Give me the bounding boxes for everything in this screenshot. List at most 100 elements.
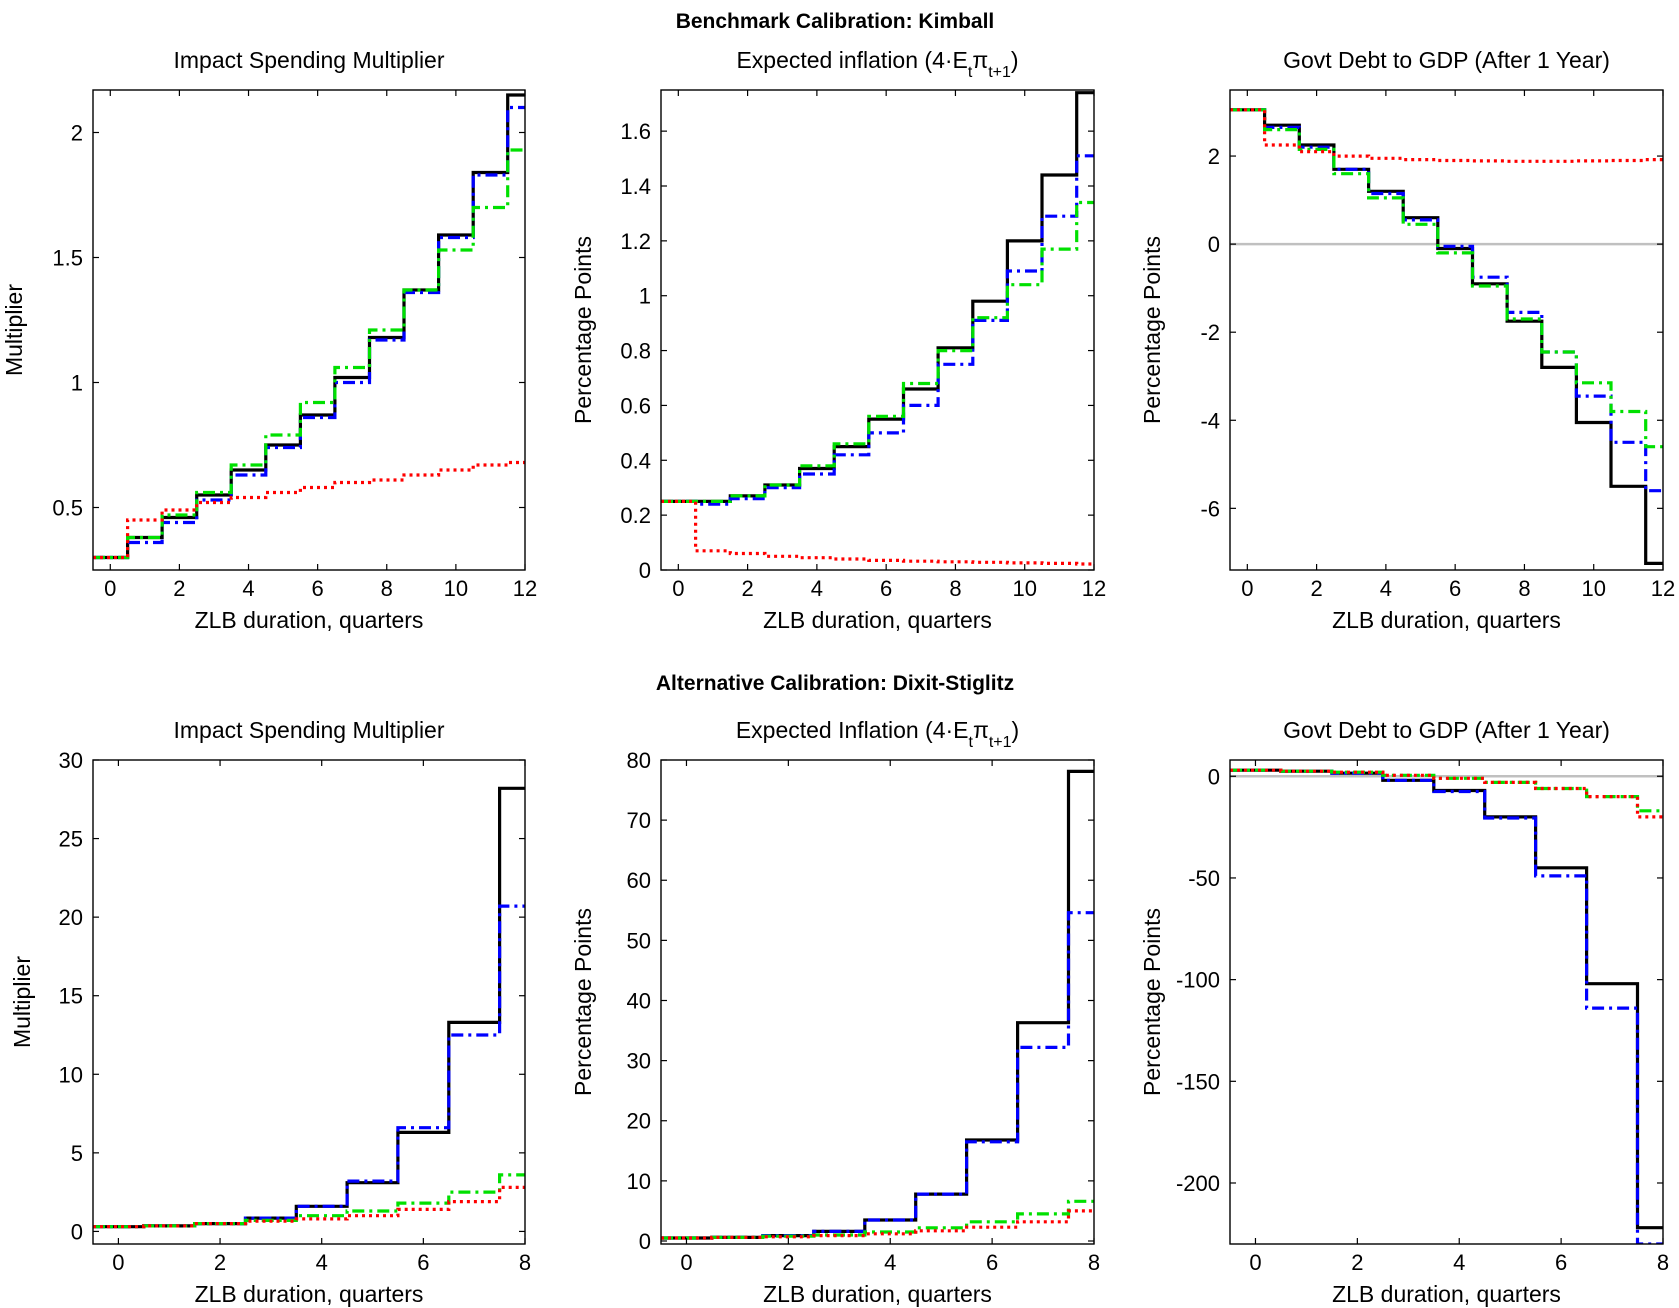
series-line <box>661 911 1094 1240</box>
x-tick-label: 2 <box>1310 576 1322 601</box>
series-line <box>661 1209 1094 1240</box>
y-tick-label: 15 <box>59 984 83 1009</box>
y-tick-label: 1.2 <box>620 229 651 254</box>
x-tick-label: 4 <box>884 1250 896 1275</box>
x-axis-label: ZLB duration, quarters <box>763 607 992 633</box>
series-line <box>1230 108 1663 565</box>
x-tick-label: 0 <box>680 1250 692 1275</box>
y-tick-label: -50 <box>1188 866 1220 891</box>
chart-title: Expected Inflation (4·Etπt+1) <box>736 717 1019 751</box>
chart-title: Govt Debt to GDP (After 1 Year) <box>1283 47 1610 73</box>
x-tick-label: 0 <box>104 576 116 601</box>
y-axis-label: Percentage Points <box>1139 236 1165 424</box>
x-tick-label: 4 <box>1380 576 1392 601</box>
y-tick-label: 0.2 <box>620 503 651 528</box>
y-tick-label: 0.8 <box>620 339 651 364</box>
y-tick-label: 0 <box>639 558 651 583</box>
y-tick-label: 30 <box>627 1049 651 1074</box>
x-tick-label: 6 <box>417 1250 429 1275</box>
y-tick-label: 0 <box>639 1229 651 1254</box>
y-tick-label: 0 <box>1208 232 1220 257</box>
y-tick-label: -4 <box>1200 408 1220 433</box>
series-group <box>661 769 1094 1240</box>
chart-title: Impact Spending Multiplier <box>173 717 444 743</box>
y-tick-label: -6 <box>1200 496 1220 521</box>
series-line <box>661 154 1094 506</box>
y-axis-label: Multiplier <box>9 956 35 1048</box>
x-tick-label: 12 <box>1082 576 1106 601</box>
x-tick-label: 6 <box>986 1250 998 1275</box>
x-tick-label: 6 <box>1449 576 1461 601</box>
y-tick-label: -2 <box>1200 320 1220 345</box>
series-line <box>1230 108 1663 449</box>
y-tick-label: 2 <box>71 121 83 146</box>
y-tick-label: -150 <box>1176 1069 1220 1094</box>
x-tick-label: 12 <box>1651 576 1675 601</box>
series-line <box>1230 768 1663 1230</box>
series-line <box>93 148 525 560</box>
y-tick-label: 0.5 <box>52 496 83 521</box>
chart-panel: 0 2 4 6 8 10 12 0.5 1 1.5 2 Impact Spending Multipl… <box>1 47 537 633</box>
series-group <box>661 91 1094 566</box>
y-tick-label: 1.6 <box>620 119 651 144</box>
series-line <box>1230 768 1663 1244</box>
x-tick-label: 8 <box>381 576 393 601</box>
x-tick-label: 2 <box>782 1250 794 1275</box>
x-axis-label: ZLB duration, quarters <box>763 1281 992 1307</box>
y-tick-label: 1 <box>71 371 83 396</box>
plot-frame <box>1229 759 1664 1245</box>
y-tick-label: 1 <box>639 284 651 309</box>
series-line <box>93 460 525 560</box>
y-tick-label: 2 <box>1208 144 1220 169</box>
x-tick-label: 4 <box>1453 1250 1465 1275</box>
y-tick-label: 1.5 <box>52 246 83 271</box>
y-tick-label: 10 <box>627 1169 651 1194</box>
plot-frame <box>660 759 1095 1245</box>
y-axis-label: Multiplier <box>1 284 27 376</box>
x-tick-label: 0 <box>672 576 684 601</box>
series-line <box>1230 768 1663 813</box>
series-line <box>661 499 1094 566</box>
x-axis-label: ZLB duration, quarters <box>195 607 424 633</box>
series-line <box>93 105 525 560</box>
series-line <box>1230 108 1663 163</box>
x-tick-label: 8 <box>949 576 961 601</box>
y-tick-label: 0 <box>1208 764 1220 789</box>
x-tick-label: 0 <box>1249 1250 1261 1275</box>
x-tick-label: 4 <box>316 1250 328 1275</box>
series-line <box>93 786 525 1229</box>
chart-panel: 0 2 4 6 8 -200 -150 -100 -50 0 Govt Debt to GDP (A… <box>1139 717 1669 1307</box>
y-tick-label: 0.6 <box>620 393 651 418</box>
x-tick-label: 6 <box>312 576 324 601</box>
x-tick-label: 10 <box>1012 576 1036 601</box>
plot-frame <box>92 759 526 1245</box>
section-title-benchmark: Benchmark Calibration: Kimball <box>676 10 995 33</box>
y-tick-label: 5 <box>71 1141 83 1166</box>
x-tick-label: 0 <box>112 1250 124 1275</box>
plot-frame <box>1229 89 1664 571</box>
x-tick-label: 10 <box>1581 576 1605 601</box>
y-tick-label: 0.4 <box>620 448 651 473</box>
chart-title: Govt Debt to GDP (After 1 Year) <box>1283 717 1610 743</box>
y-tick-label: 70 <box>627 808 651 833</box>
series-line <box>661 200 1094 503</box>
section-title-alternative: Alternative Calibration: Dixit-Stiglitz <box>656 672 1014 695</box>
y-axis-label: Percentage Points <box>570 908 596 1096</box>
y-axis-label: Percentage Points <box>1139 908 1165 1096</box>
series-group <box>1230 108 1663 565</box>
y-tick-label: 10 <box>59 1062 83 1087</box>
x-tick-label: 4 <box>811 576 823 601</box>
y-axis-label: Percentage Points <box>570 236 596 424</box>
y-tick-label: 80 <box>627 748 651 773</box>
x-tick-label: 0 <box>1241 576 1253 601</box>
x-tick-label: 2 <box>173 576 185 601</box>
chart-panel: 0 2 4 6 8 0 5 10 15 20 25 30 Impact Spending Multipl… <box>9 717 531 1307</box>
series-line <box>1230 108 1663 493</box>
y-tick-label: -100 <box>1176 968 1220 993</box>
series-group <box>93 786 525 1229</box>
series-group <box>1230 768 1663 1244</box>
series-line <box>93 93 525 560</box>
